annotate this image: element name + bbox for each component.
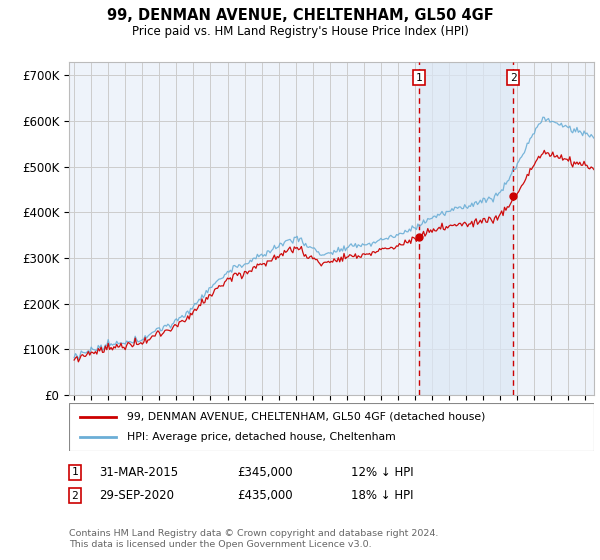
Text: Contains HM Land Registry data © Crown copyright and database right 2024.
This d: Contains HM Land Registry data © Crown c…: [69, 529, 439, 549]
Text: £435,000: £435,000: [237, 489, 293, 502]
Text: 99, DENMAN AVENUE, CHELTENHAM, GL50 4GF (detached house): 99, DENMAN AVENUE, CHELTENHAM, GL50 4GF …: [127, 412, 485, 422]
Text: 1: 1: [71, 467, 79, 477]
Text: 2: 2: [509, 73, 517, 82]
Text: 31-MAR-2015: 31-MAR-2015: [99, 465, 178, 479]
Text: 12% ↓ HPI: 12% ↓ HPI: [351, 465, 413, 479]
Text: HPI: Average price, detached house, Cheltenham: HPI: Average price, detached house, Chel…: [127, 432, 395, 442]
Bar: [419, 62, 513, 395]
Text: £345,000: £345,000: [237, 465, 293, 479]
Text: 1: 1: [416, 73, 422, 82]
Text: 29-SEP-2020: 29-SEP-2020: [99, 489, 174, 502]
FancyBboxPatch shape: [69, 403, 594, 451]
Text: 99, DENMAN AVENUE, CHELTENHAM, GL50 4GF: 99, DENMAN AVENUE, CHELTENHAM, GL50 4GF: [107, 8, 493, 24]
Text: 18% ↓ HPI: 18% ↓ HPI: [351, 489, 413, 502]
Text: Price paid vs. HM Land Registry's House Price Index (HPI): Price paid vs. HM Land Registry's House …: [131, 25, 469, 38]
Text: 2: 2: [71, 491, 79, 501]
